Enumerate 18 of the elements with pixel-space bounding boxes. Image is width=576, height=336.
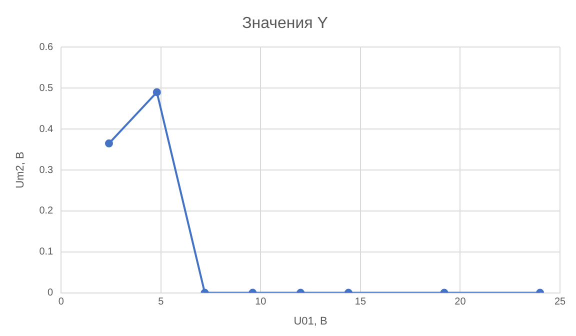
x-tick-label: 10 <box>255 296 267 308</box>
x-tick-label: 20 <box>454 296 466 308</box>
chart-title: Значения Y <box>242 15 328 32</box>
y-tick-label: 0.5 <box>39 82 54 94</box>
point <box>104 139 113 148</box>
y-tick-label: 0.3 <box>39 164 54 176</box>
x-tick-label: 5 <box>158 296 164 308</box>
y-tick-label: 0.2 <box>39 206 54 217</box>
y-tick-label: 0.6 <box>39 42 54 53</box>
y-tick-label: 0 <box>48 288 54 299</box>
y-tick-label: 0.1 <box>39 246 54 258</box>
x-tick-label: 25 <box>554 296 566 308</box>
y-axis-title: Um2, В <box>14 152 27 188</box>
x-tick-label: 0 <box>58 296 64 308</box>
x-axis-title: U01, В <box>294 315 328 328</box>
x-tick-label: 15 <box>354 296 366 308</box>
point <box>152 88 161 96</box>
y-tick-label: 0.4 <box>39 124 54 135</box>
